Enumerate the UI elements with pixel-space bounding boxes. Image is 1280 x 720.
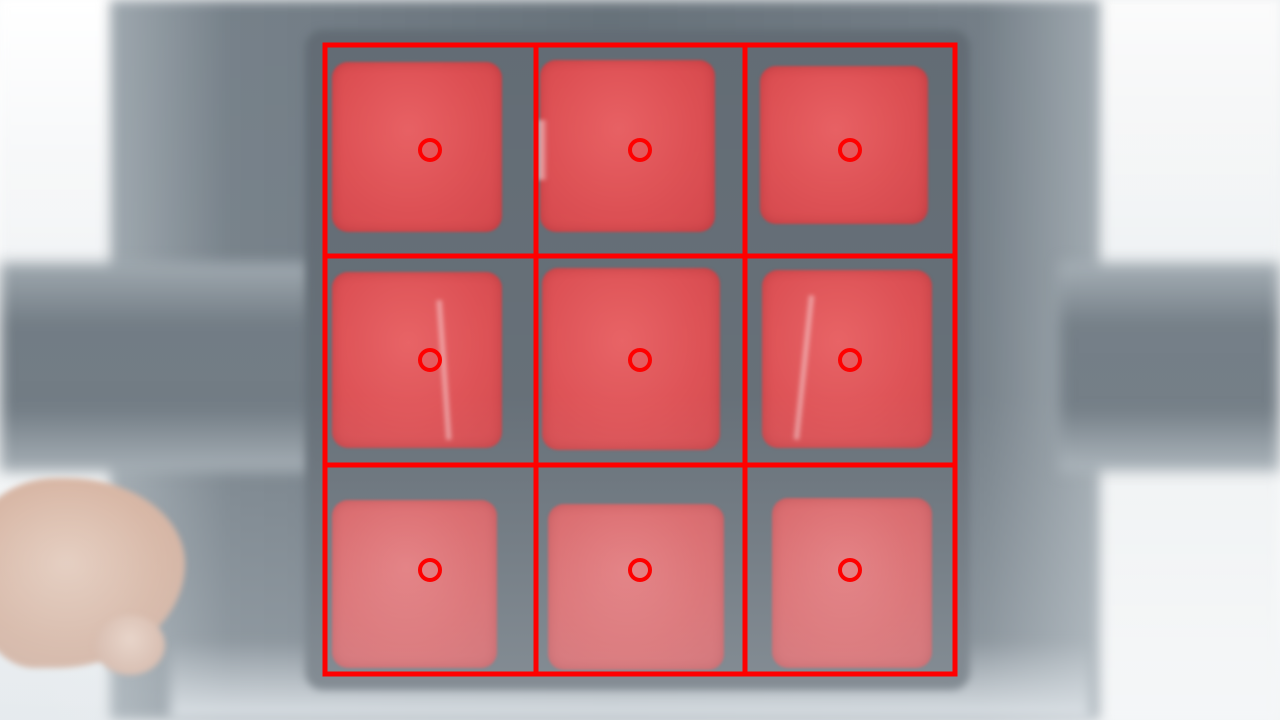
dark-stand-left-arm <box>0 262 330 472</box>
sticker-r2-c1 <box>332 272 502 448</box>
sticker-r2-c3 <box>762 270 932 448</box>
sticker-r1-c3 <box>760 66 928 224</box>
detection-cell-r3-c2 <box>533 462 748 677</box>
sample-point-r2-c1 <box>418 348 442 372</box>
sticker-r1-c1 <box>332 62 502 232</box>
sticker-r3-c3 <box>772 498 932 668</box>
detection-cell-r1-c1 <box>322 42 539 259</box>
bright-window-lower-right <box>1075 472 1280 720</box>
detection-cell-r3-c1 <box>322 462 539 677</box>
hand-knuckle <box>95 615 165 675</box>
bright-window-upper-left <box>0 0 110 262</box>
sample-point-r1-c3 <box>838 138 862 162</box>
sample-point-r1-c1 <box>418 138 442 162</box>
sample-point-r2-c3 <box>838 348 862 372</box>
detection-cell-r1-c2 <box>533 42 748 259</box>
sample-point-r3-c1 <box>418 558 442 582</box>
sample-point-r1-c2 <box>628 138 652 162</box>
detection-cell-r3-c3 <box>742 462 958 677</box>
sample-point-r3-c3 <box>838 558 862 582</box>
bright-window-upper-right <box>1100 0 1280 262</box>
sticker-r1-c2 <box>540 60 715 232</box>
dark-stand-right-arm <box>1060 262 1280 472</box>
sticker-r3-c1 <box>332 500 497 668</box>
sticker-r3-c2 <box>548 504 724 670</box>
detection-cell-r2-c2 <box>533 253 748 468</box>
sample-point-r3-c2 <box>628 558 652 582</box>
sample-point-r2-c2 <box>628 348 652 372</box>
detection-cell-r1-c3 <box>742 42 958 259</box>
detection-cell-r2-c3 <box>742 253 958 468</box>
detection-cell-r2-c1 <box>322 253 539 468</box>
